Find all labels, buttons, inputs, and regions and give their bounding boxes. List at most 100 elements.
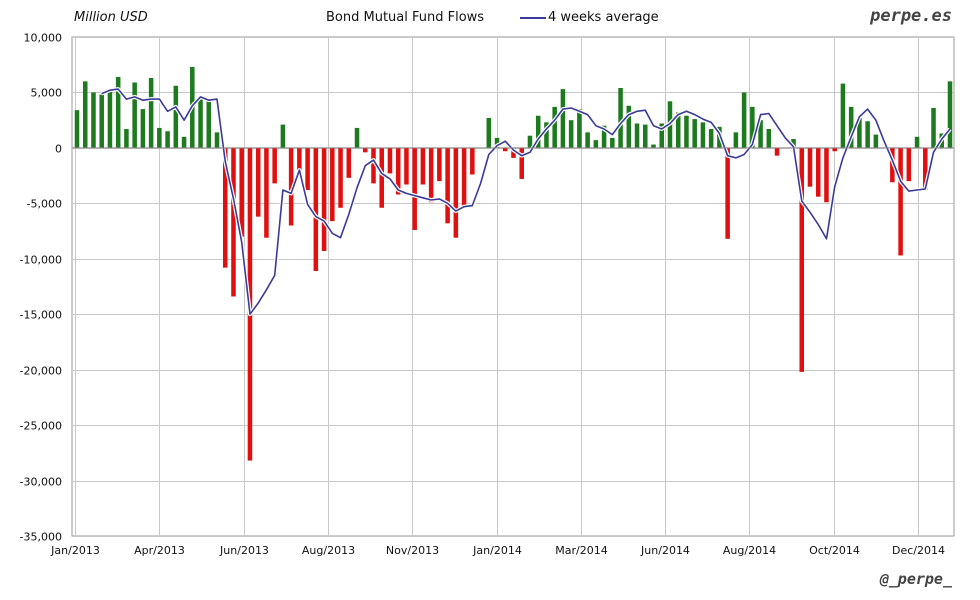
inflow-bar xyxy=(535,115,541,148)
x-tick-label: Mar/2014 xyxy=(555,544,607,557)
x-tick-label: Jan/2014 xyxy=(472,544,522,557)
y-tick-label: -10,000 xyxy=(20,254,62,267)
inflow-bar xyxy=(700,122,706,148)
inflow-bar xyxy=(148,78,154,148)
inflow-bar xyxy=(544,122,549,148)
line-layer xyxy=(100,87,952,317)
legend-line-swatch xyxy=(520,16,546,19)
author-handle: @_perpe_ xyxy=(879,570,952,588)
outflow-bar xyxy=(231,147,236,297)
inflow-bar xyxy=(494,137,500,148)
inflow-bar xyxy=(766,129,772,148)
inflow-bar xyxy=(157,127,162,148)
outflow-bar xyxy=(420,147,426,185)
inflow-bar xyxy=(99,94,104,148)
inflow-bar xyxy=(486,117,492,148)
x-tick-label: Apr/2013 xyxy=(134,544,185,557)
inflow-bar xyxy=(124,129,129,148)
outflow-bar xyxy=(362,147,368,153)
inflow-bar xyxy=(206,101,212,148)
inflow-bar xyxy=(626,105,632,148)
outflow-bar xyxy=(519,147,525,179)
outflow-bar xyxy=(428,147,434,203)
y-tick-label: -5,000 xyxy=(27,198,62,211)
y-tick-label: -20,000 xyxy=(20,365,62,378)
x-tick-label: Aug/2014 xyxy=(723,544,776,557)
outflow-bar xyxy=(412,147,417,230)
x-tick-label: Oct/2014 xyxy=(809,544,860,557)
outflow-bar xyxy=(453,147,459,238)
inflow-bar xyxy=(659,123,665,148)
inflow-bar xyxy=(181,136,187,148)
inflow-bar xyxy=(873,134,879,148)
y-axis-unit-label: Million USD xyxy=(74,10,148,25)
inflow-bar xyxy=(527,135,533,148)
plot-area xyxy=(71,36,955,537)
outflow-bar xyxy=(338,147,343,208)
outflow-bar xyxy=(313,147,319,271)
inflow-bar xyxy=(741,92,747,148)
inflow-bar xyxy=(618,88,623,148)
inflow-bar xyxy=(552,106,557,148)
inflow-bar xyxy=(585,132,590,148)
legend: 4 weeks average xyxy=(520,10,659,25)
x-tick-label: Dec/2014 xyxy=(892,544,945,557)
outflow-bar xyxy=(725,147,730,239)
x-tick-label: Jun/2013 xyxy=(219,544,269,557)
outflow-bar xyxy=(239,147,244,237)
outflow-bar xyxy=(923,147,928,191)
outflow-bar xyxy=(898,147,903,256)
inflow-bar xyxy=(750,106,755,148)
outflow-bar xyxy=(395,147,401,195)
outflow-bar xyxy=(387,147,393,174)
inflow-bar xyxy=(593,140,599,148)
y-tick-label: -30,000 xyxy=(20,476,62,489)
inflow-bar xyxy=(791,139,796,148)
inflow-bar xyxy=(214,132,220,148)
outflow-bar xyxy=(255,147,261,217)
inflow-bar xyxy=(132,82,137,148)
outflow-bar xyxy=(404,147,409,185)
y-tick-label: -25,000 xyxy=(20,420,62,433)
inflow-bar xyxy=(758,120,763,148)
outflow-bar xyxy=(815,147,821,197)
chart-title: Bond Mutual Fund Flows xyxy=(326,10,485,25)
inflow-bar xyxy=(692,119,697,148)
outflow-bar xyxy=(437,147,442,182)
outflow-bar xyxy=(264,147,269,238)
inflow-bar xyxy=(577,109,582,148)
inflow-bar xyxy=(568,120,574,148)
inflow-bar xyxy=(931,107,936,148)
inflow-bar xyxy=(173,85,179,148)
inflow-bar xyxy=(165,131,170,148)
inflow-bar xyxy=(107,91,113,148)
outflow-bar xyxy=(445,147,450,224)
inflow-bar xyxy=(74,110,80,148)
outflow-bar xyxy=(807,147,813,187)
outflow-bar xyxy=(272,147,277,184)
inflow-bar xyxy=(601,125,607,148)
outflow-bar xyxy=(222,147,228,268)
inflow-bar xyxy=(865,121,870,148)
axis-layer: 10,000 5,000 0 -5,000 -10,000 -15,000 -20,000 -… xyxy=(20,32,954,557)
y-tick-label: 5,000 xyxy=(31,87,63,100)
inflow-bar xyxy=(198,96,203,148)
inflow-bar xyxy=(684,115,689,148)
inflow-bar xyxy=(914,136,920,148)
inflow-bar xyxy=(280,124,286,148)
outflow-bar xyxy=(502,147,508,152)
inflow-bar xyxy=(91,92,96,148)
inflow-bar xyxy=(560,89,566,148)
inflow-bar xyxy=(610,137,615,148)
outflow-bar xyxy=(330,147,335,222)
outflow-bar xyxy=(321,147,327,252)
outflow-bar xyxy=(297,147,302,171)
y-tick-label: -35,000 xyxy=(20,531,62,544)
outflow-bar xyxy=(906,147,912,182)
inflow-bar xyxy=(140,109,146,148)
inflow-bar xyxy=(354,127,360,148)
inflow-bar xyxy=(733,132,739,148)
inflow-bar xyxy=(947,81,953,148)
inflow-bar xyxy=(708,129,714,148)
